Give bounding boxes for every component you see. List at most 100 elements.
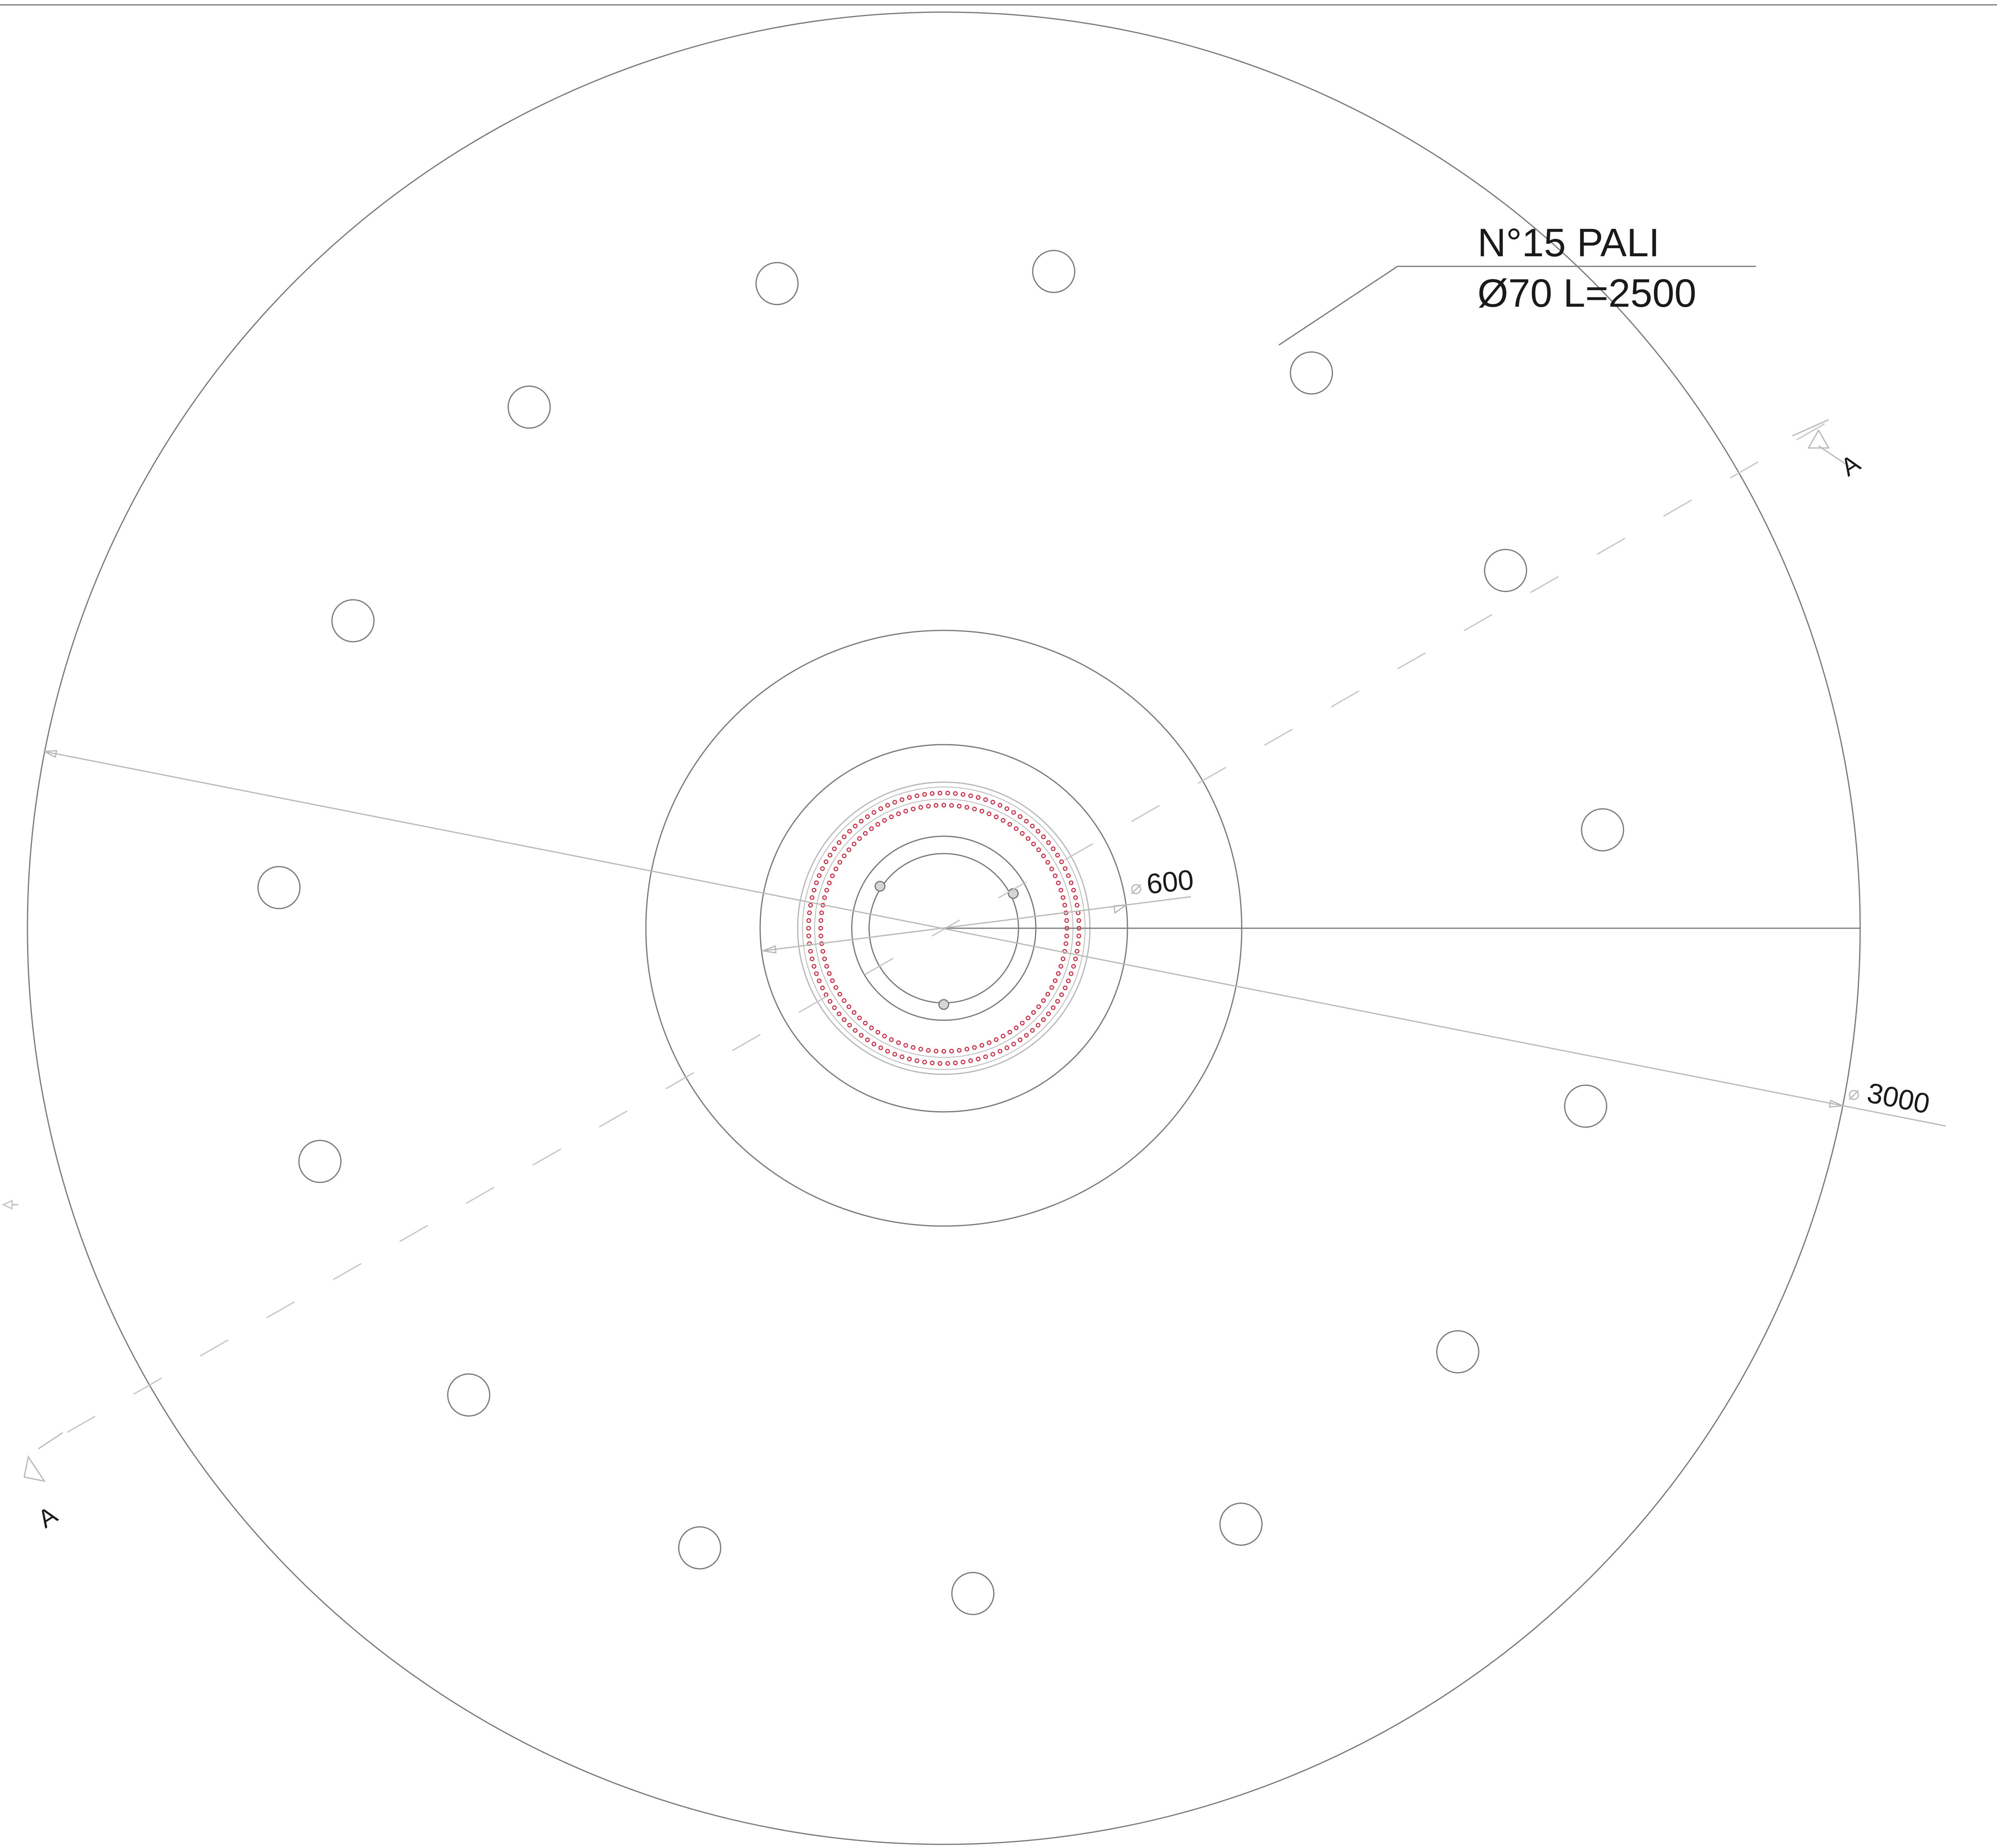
rebar-bar	[945, 1061, 950, 1066]
rebar-bar	[822, 956, 827, 961]
rebar-bar	[930, 791, 935, 796]
rebar-bar	[847, 1004, 851, 1009]
rebar-bar	[1055, 999, 1060, 1004]
rebar-bar	[918, 1046, 923, 1052]
dim-600-symbol: ⌀	[1130, 876, 1142, 899]
rebar-bar	[857, 1015, 862, 1021]
rebar-bar	[926, 804, 931, 809]
rebar-bar	[806, 926, 811, 931]
rebar-bar	[1066, 873, 1071, 878]
dim-3000-arrow-left	[42, 750, 57, 758]
rebar-bar	[934, 803, 939, 808]
rebar-bar	[960, 792, 966, 797]
rebar-bar	[1076, 918, 1081, 923]
rebar-bar	[1073, 895, 1078, 900]
section-arrow-bottom	[23, 1455, 46, 1482]
rebar-bar	[1046, 840, 1051, 845]
rebar-bar	[990, 1052, 995, 1057]
rebar-bar	[987, 811, 992, 816]
rebar-bar	[885, 803, 890, 808]
rebar-bar	[820, 866, 825, 871]
pile-circle	[1581, 808, 1624, 852]
rebar-bar	[828, 999, 832, 1004]
pile-circle	[1436, 1330, 1479, 1373]
rebar-bar	[811, 964, 817, 969]
rebar-bar	[1018, 1037, 1023, 1042]
rebar-bar	[957, 804, 962, 809]
rebar-bar	[1026, 1015, 1031, 1021]
rebar-bar	[875, 1030, 880, 1035]
rebar-bar	[1045, 860, 1050, 865]
rebar-bar	[824, 964, 829, 969]
rebar-bar	[997, 1049, 1002, 1054]
rebar-cage	[802, 787, 1085, 1070]
rebar-bar	[882, 818, 887, 823]
rebar-bar	[914, 793, 920, 798]
rebar-bar	[953, 1061, 958, 1065]
anchor-bolt	[938, 999, 949, 1010]
dim-3000-arrow-right	[1829, 1099, 1843, 1108]
rebar-bar	[832, 846, 837, 851]
rebar-bar	[922, 1059, 927, 1065]
rebar-bar	[926, 1048, 931, 1053]
rebar-bar	[892, 800, 897, 805]
rebar-bar	[937, 1061, 943, 1066]
rebar-bar	[1024, 1033, 1029, 1038]
rebar-bar	[1075, 949, 1079, 954]
pile-circle	[447, 1373, 490, 1417]
rebar-bar	[1014, 826, 1019, 831]
rebar-bar	[983, 1054, 988, 1059]
section-label-top: A	[1836, 449, 1865, 482]
rebar-bar	[1001, 1034, 1006, 1039]
rebar-bar	[1001, 818, 1006, 823]
rebar-bar	[983, 797, 988, 802]
pile-circle	[755, 262, 799, 306]
rebar-bar	[1073, 956, 1078, 961]
rebar-bar	[809, 895, 815, 900]
rebar-bar	[972, 1045, 977, 1050]
rebar-bar	[857, 836, 862, 841]
pile-circle	[298, 1140, 342, 1183]
rebar-bar	[842, 853, 847, 858]
pile-circle	[507, 385, 551, 429]
rebar-bar	[817, 873, 822, 878]
pile-circle	[1564, 1084, 1607, 1128]
rebar-bar	[1058, 964, 1063, 969]
rebar-bar	[885, 1049, 890, 1054]
rebar-bar	[1059, 992, 1064, 997]
rebar-bar	[833, 866, 838, 871]
rebar-bar	[990, 800, 995, 805]
rebar-bar	[1014, 1026, 1019, 1030]
rebar-bar	[1062, 903, 1067, 908]
rebar-bar	[882, 1034, 887, 1039]
rebar-bar	[903, 809, 908, 814]
rebar-bar	[1036, 847, 1041, 852]
anchor-bolt	[874, 881, 886, 892]
rebar-bar	[896, 811, 901, 816]
rebar-bar	[869, 1026, 874, 1030]
rebar-bar	[1004, 1045, 1010, 1051]
pile-circle	[1032, 250, 1075, 293]
rebar-bar	[1069, 971, 1074, 976]
rebar-bar	[811, 887, 817, 893]
rebar-bar	[953, 791, 958, 796]
rebar-bar	[987, 1040, 992, 1045]
rebar-bar	[878, 806, 883, 811]
rebar-bar	[1007, 822, 1012, 827]
dim-3000-label: 3000	[1865, 1077, 1932, 1120]
rebar-bar	[847, 847, 851, 852]
rebar-bar	[808, 903, 813, 908]
rebar-bar	[814, 880, 819, 885]
rebar-bar	[949, 1049, 954, 1054]
dim-3000-symbol: ⌀	[1848, 1082, 1860, 1105]
rebar-bar	[937, 791, 943, 795]
rebar-bar	[818, 926, 823, 931]
rebar-bar	[914, 1058, 920, 1063]
rebar-bar	[1030, 1028, 1035, 1033]
rebar-bar	[949, 803, 954, 808]
rebar-bar	[869, 826, 874, 831]
pile-circle	[257, 866, 301, 909]
rebar-bar	[930, 1061, 935, 1065]
